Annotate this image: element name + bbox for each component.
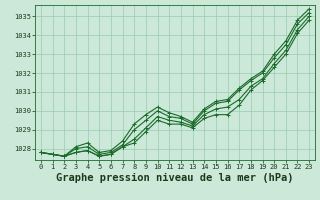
X-axis label: Graphe pression niveau de la mer (hPa): Graphe pression niveau de la mer (hPa) — [56, 173, 294, 183]
